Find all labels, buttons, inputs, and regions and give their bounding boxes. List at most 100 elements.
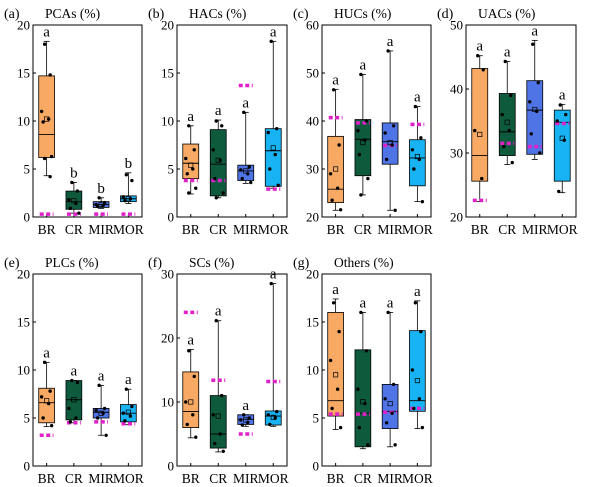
data-point [419, 136, 423, 140]
x-tick-label-cr: CR [209, 222, 227, 237]
data-point [268, 167, 272, 171]
data-point [42, 42, 47, 46]
x-tick-label-br: BR [38, 222, 56, 237]
mean-marker [125, 196, 131, 202]
significance-letter: a [360, 57, 367, 73]
data-point [266, 413, 270, 417]
data-point [338, 208, 343, 212]
data-point [531, 42, 535, 46]
data-point [48, 73, 52, 77]
data-point [128, 414, 133, 418]
y-tick-label: 15 [17, 66, 30, 81]
significance-letter: a [387, 34, 394, 50]
data-point [70, 378, 74, 383]
data-point [276, 183, 280, 188]
data-point [557, 189, 561, 194]
data-point [39, 395, 44, 399]
data-point [330, 198, 334, 202]
y-tick-label: 20 [17, 18, 30, 33]
chart-panel-6: 0 10 20 30(f) SCs (%) BR a CR a MIR a MOR a [148, 255, 289, 486]
box-mir [381, 383, 399, 429]
chart-panel-5: 0 5 10 15 20(e) PLCs (%) BR a CR a MIR a MOR a [4, 255, 144, 486]
data-point [357, 425, 362, 430]
significance-letter: a [125, 372, 132, 388]
y-tick-label: 5 [24, 162, 31, 177]
data-point [97, 383, 101, 388]
data-point [268, 422, 272, 427]
data-point [191, 413, 195, 417]
data-point [68, 420, 73, 424]
chart-panel-2: 0 5 10 15 20(b) HACs (%) BR a CR a MIR a MOR a [148, 6, 289, 237]
data-point [328, 172, 333, 176]
box-mor [409, 139, 426, 187]
chart-panel-4: 20 30 40 50(d) UACs (%) BR a CR a MIR a MOR a [437, 6, 578, 237]
mean-marker [44, 398, 50, 404]
x-tick-label-cr: CR [354, 222, 372, 237]
significance-letter: b [125, 156, 133, 172]
data-point [220, 393, 224, 398]
data-point [192, 148, 196, 152]
x-tick-label-mir: MIR [522, 222, 548, 237]
data-point [211, 148, 215, 152]
y-tick-label: 10 [161, 114, 174, 129]
data-point [338, 425, 343, 430]
data-point [102, 200, 107, 205]
mean-marker [360, 399, 366, 405]
significance-letter: a [43, 345, 50, 361]
data-point [95, 204, 100, 209]
mean-marker [414, 153, 420, 160]
x-tick-label-mir: MIR [233, 222, 259, 237]
y-tick-label: 20 [306, 267, 319, 282]
data-point [221, 449, 225, 453]
panel-label: (g) [293, 256, 310, 271]
data-point [249, 180, 253, 185]
data-point [239, 168, 243, 172]
significance-letter: a [98, 368, 105, 384]
data-point [194, 435, 198, 439]
y-tick-label: 20 [306, 210, 319, 225]
data-point [528, 100, 532, 104]
data-point [187, 349, 191, 353]
x-tick-label-br: BR [38, 471, 56, 486]
mean-marker [215, 413, 221, 419]
data-point [536, 80, 540, 85]
data-point [364, 119, 369, 123]
data-point [97, 196, 101, 200]
data-point [383, 397, 387, 401]
y-tick-label: 30 [450, 146, 463, 161]
y-tick-label: 30 [306, 162, 319, 177]
mean-marker [44, 116, 50, 122]
y-tick-label: 10 [17, 114, 30, 129]
mean-marker [98, 410, 104, 416]
x-tick-label-mor: MOR [113, 222, 144, 237]
axes-frame [176, 273, 288, 467]
data-point [124, 387, 129, 391]
data-point [187, 191, 191, 195]
data-point [70, 180, 74, 185]
y-tick-label: 50 [450, 18, 463, 33]
significance-letter: a [414, 90, 421, 106]
data-point [419, 329, 423, 334]
data-point [240, 423, 244, 427]
data-point [192, 374, 196, 379]
data-point [417, 397, 422, 401]
data-point [123, 198, 127, 203]
data-point [104, 433, 108, 437]
mean-marker [71, 397, 77, 403]
x-tick-label-cr: CR [65, 471, 83, 486]
data-point [275, 126, 279, 131]
y-tick-label: 0 [168, 210, 175, 225]
data-point [412, 167, 416, 171]
mean-marker [532, 106, 538, 113]
data-point [384, 421, 389, 425]
data-point [390, 411, 394, 415]
data-point [480, 176, 484, 181]
data-point [386, 310, 390, 315]
x-tick-label-mir: MIR [377, 222, 403, 237]
panel-label: (a) [4, 7, 20, 22]
significance-letter: a [270, 24, 277, 40]
y-tick-label: 5 [24, 411, 31, 426]
data-point [331, 88, 336, 92]
data-point [194, 186, 198, 190]
